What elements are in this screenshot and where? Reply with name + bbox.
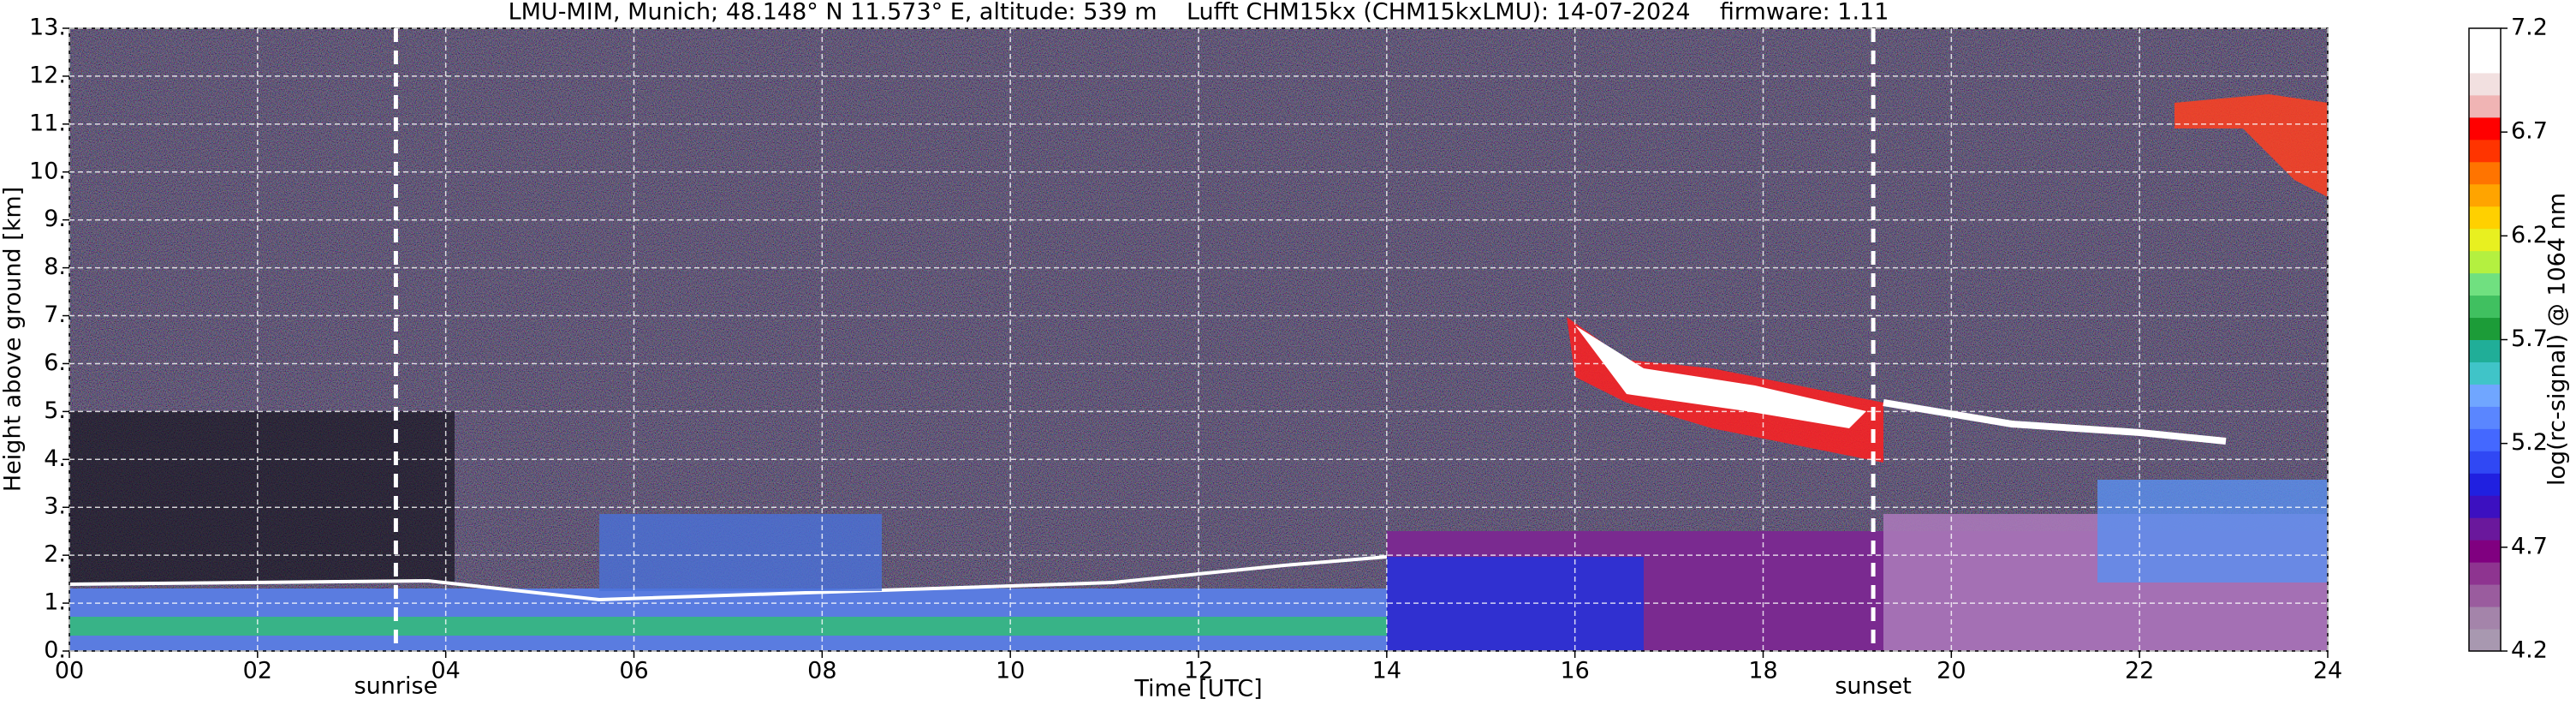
colorbar-segment — [2469, 72, 2501, 96]
colorbar-tick-label: 4.7 — [2511, 533, 2548, 559]
y-tick-label: 0. — [44, 637, 66, 664]
colorbar-segment — [2469, 428, 2501, 451]
colorbar-label: log(rc-signal) @ 1064 nm — [2544, 193, 2571, 486]
colorbar-segment — [2469, 473, 2501, 496]
colorbar-segment — [2469, 28, 2501, 51]
y-tick-label: 4. — [44, 445, 66, 472]
x-tick-label: 00 — [55, 658, 84, 684]
x-tick-label: 10 — [996, 658, 1025, 684]
colorbar-segment — [2469, 406, 2501, 429]
y-tick-label: 5. — [44, 397, 66, 424]
y-tick-label: 3. — [44, 493, 66, 520]
x-tick-label: 06 — [619, 658, 648, 684]
colorbar-segment — [2469, 317, 2501, 340]
y-tick-label: 12. — [29, 62, 66, 88]
x-tick-label: 20 — [1936, 658, 1966, 684]
y-tick-label: 1. — [44, 589, 66, 616]
x-axis-label: Time [UTC] — [1133, 676, 1262, 702]
colorbar-tick-label: 6.7 — [2511, 118, 2548, 145]
y-tick-label: 8. — [44, 254, 66, 280]
colorbar-segment — [2469, 629, 2501, 652]
colorbar-segment — [2469, 272, 2501, 296]
annotation-label: sunrise — [354, 673, 438, 700]
colorbar-tick-label: 5.2 — [2511, 429, 2548, 456]
colorbar-segment — [2469, 295, 2501, 319]
colorbar-tick-label: 7.2 — [2511, 15, 2548, 41]
x-tick-label: 02 — [243, 658, 272, 684]
colorbar-segment — [2469, 361, 2501, 385]
y-tick-label: 10. — [29, 158, 66, 184]
colorbar-segment — [2469, 117, 2501, 140]
x-tick-label: 22 — [2125, 658, 2154, 684]
colorbar-segment — [2469, 495, 2501, 518]
x-tick-label: 16 — [1560, 658, 1589, 684]
colorbar-segment — [2469, 161, 2501, 185]
chart-title: LMU-MIM, Munich; 48.148° N 11.573° E, al… — [509, 0, 1889, 26]
y-tick-label: 2. — [44, 541, 66, 568]
colorbar-tick-label: 5.7 — [2511, 326, 2548, 352]
y-tick-label: 11. — [29, 110, 66, 136]
colorbar-tick-label: 4.2 — [2511, 637, 2548, 664]
x-tick-label: 12 — [1184, 658, 1213, 684]
x-tick-label: 04 — [431, 658, 460, 684]
colorbar-segment — [2469, 228, 2501, 252]
y-axis-label: Height above ground [km] — [0, 187, 27, 492]
y-tick-label: 13. — [29, 15, 66, 41]
colorbar-segment — [2469, 562, 2501, 585]
y-tick-label: 9. — [44, 206, 66, 232]
colorbar-segment — [2469, 94, 2501, 118]
y-tick-label: 6. — [44, 350, 66, 376]
colorbar-tick-label: 6.2 — [2511, 222, 2548, 248]
y-tick-label: 7. — [44, 302, 66, 328]
colorbar-segment — [2469, 50, 2501, 74]
colorbar-segment — [2469, 451, 2501, 474]
colorbar-segment — [2469, 206, 2501, 230]
colorbar-segment — [2469, 517, 2501, 541]
x-tick-label: 18 — [1748, 658, 1777, 684]
colorbar-segment — [2469, 540, 2501, 563]
colorbar-segment — [2469, 339, 2501, 362]
x-tick-label: 24 — [2313, 658, 2342, 684]
x-tick-label: 08 — [807, 658, 836, 684]
colorbar-segment — [2469, 250, 2501, 274]
colorbar-segment — [2469, 384, 2501, 407]
colorbar-segment — [2469, 584, 2501, 607]
colorbar-segment — [2469, 606, 2501, 630]
colorbar-segment — [2469, 139, 2501, 163]
x-tick-label: 14 — [1372, 658, 1401, 684]
annotation-label: sunset — [1835, 673, 1912, 700]
colorbar-segment — [2469, 183, 2501, 207]
